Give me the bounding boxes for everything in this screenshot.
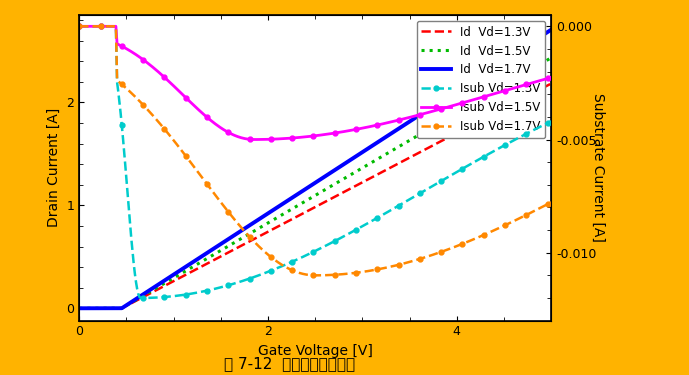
Isub Vd=1.3V <box>263 270 271 274</box>
Isub Vd=1.7V <box>547 200 555 204</box>
Isub Vd=1.5V <box>75 24 83 28</box>
Id  Vd=1.5V <box>75 306 83 310</box>
Text: 图 7-12  衬底电流仿真结果: 图 7-12 衬底电流仿真结果 <box>224 356 355 371</box>
Isub Vd=1.5V <box>229 132 237 137</box>
Id  Vd=1.5V <box>547 56 555 60</box>
Isub Vd=1.5V <box>420 111 428 116</box>
Y-axis label: Substrate Current [A]: Substrate Current [A] <box>591 93 605 242</box>
Line: Isub Vd=1.7V: Isub Vd=1.7V <box>76 24 554 278</box>
Isub Vd=1.7V <box>417 256 425 261</box>
X-axis label: Gate Voltage [V]: Gate Voltage [V] <box>258 344 373 358</box>
Isub Vd=1.5V <box>547 75 555 80</box>
Isub Vd=1.7V <box>420 255 428 260</box>
Id  Vd=1.3V <box>415 150 424 154</box>
Line: Id  Vd=1.3V: Id Vd=1.3V <box>79 84 551 308</box>
Id  Vd=1.3V <box>418 149 426 153</box>
Line: Id  Vd=1.7V: Id Vd=1.7V <box>79 30 551 308</box>
Id  Vd=1.3V <box>547 81 555 86</box>
Id  Vd=1.5V <box>229 241 237 246</box>
Id  Vd=1.7V <box>372 141 380 146</box>
Isub Vd=1.7V <box>311 273 320 278</box>
Isub Vd=1.7V <box>75 24 83 28</box>
Id  Vd=1.5V <box>132 298 140 302</box>
Isub Vd=1.7V <box>132 95 140 100</box>
Id  Vd=1.7V <box>229 234 237 238</box>
Legend: Id  Vd=1.3V, Id  Vd=1.5V, Id  Vd=1.7V, Isub Vd=1.3V, Isub Vd=1.5V, Isub Vd=1.7V: Id Vd=1.3V, Id Vd=1.5V, Id Vd=1.7V, Isub… <box>417 21 545 138</box>
Isub Vd=1.3V <box>547 119 555 123</box>
Isub Vd=1.5V <box>263 137 271 142</box>
Y-axis label: Drain Current [A]: Drain Current [A] <box>47 108 61 227</box>
Id  Vd=1.7V <box>262 212 270 217</box>
Isub Vd=1.7V <box>373 267 382 272</box>
Id  Vd=1.7V <box>132 297 140 301</box>
Id  Vd=1.5V <box>418 131 426 135</box>
Isub Vd=1.5V <box>250 137 258 142</box>
Id  Vd=1.7V <box>75 306 83 310</box>
Isub Vd=1.3V <box>373 216 382 220</box>
Isub Vd=1.3V <box>417 190 425 195</box>
Id  Vd=1.3V <box>372 173 380 177</box>
Id  Vd=1.3V <box>75 306 83 310</box>
Isub Vd=1.3V <box>420 189 428 194</box>
Isub Vd=1.3V <box>230 281 238 286</box>
Id  Vd=1.3V <box>262 231 270 235</box>
Line: Id  Vd=1.5V: Id Vd=1.5V <box>79 58 551 308</box>
Line: Isub Vd=1.3V: Isub Vd=1.3V <box>76 24 554 300</box>
Id  Vd=1.5V <box>415 132 424 136</box>
Id  Vd=1.3V <box>229 248 237 252</box>
Isub Vd=1.5V <box>373 123 382 127</box>
Isub Vd=1.7V <box>229 215 237 220</box>
Isub Vd=1.3V <box>75 24 83 28</box>
Id  Vd=1.5V <box>372 158 380 162</box>
Id  Vd=1.3V <box>132 298 140 303</box>
Id  Vd=1.5V <box>262 222 270 226</box>
Isub Vd=1.3V <box>132 280 140 284</box>
Id  Vd=1.7V <box>418 111 426 116</box>
Isub Vd=1.3V <box>136 296 145 300</box>
Isub Vd=1.5V <box>132 53 140 57</box>
Line: Isub Vd=1.5V: Isub Vd=1.5V <box>76 24 554 142</box>
Isub Vd=1.5V <box>417 112 425 117</box>
Id  Vd=1.7V <box>415 112 424 117</box>
Isub Vd=1.7V <box>262 251 270 255</box>
Id  Vd=1.7V <box>547 27 555 32</box>
